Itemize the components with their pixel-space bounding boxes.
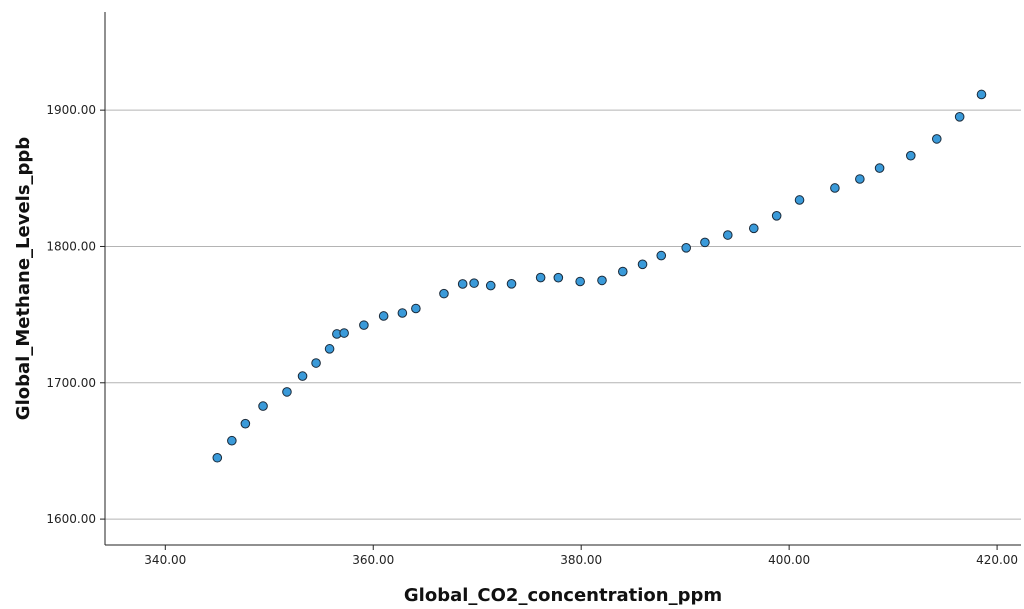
data-point-27	[700, 237, 710, 248]
y-tick-label-1: 1700.00	[46, 376, 96, 390]
data-point-13	[411, 303, 421, 314]
data-point-25	[656, 250, 667, 261]
data-point-38	[976, 89, 987, 100]
data-point-10	[359, 320, 369, 330]
data-point-32	[830, 183, 840, 193]
data-point-16	[469, 278, 479, 288]
data-point-6	[311, 358, 321, 368]
x-tick-label-1: 360.00	[352, 553, 394, 567]
x-tick-label-4: 420.00	[976, 553, 1018, 567]
data-point-21	[575, 276, 585, 287]
data-point-9	[339, 328, 349, 338]
data-point-12	[397, 308, 408, 318]
data-point-3	[258, 401, 268, 411]
data-point-17	[485, 280, 496, 291]
data-point-5	[297, 371, 308, 381]
data-points	[212, 89, 987, 463]
data-point-34	[874, 163, 885, 173]
tick-labels: 1600.00 1700.00 1800.00 1900.00 340.00 360.00…	[46, 103, 1018, 567]
data-point-35	[905, 150, 916, 161]
data-point-14	[439, 288, 449, 299]
data-point-26	[681, 243, 692, 253]
data-point-15	[457, 279, 468, 289]
data-point-11	[378, 311, 389, 321]
data-point-18	[506, 279, 517, 289]
data-point-22	[597, 275, 607, 286]
axes	[100, 12, 1021, 550]
grid-lines	[105, 109, 1021, 520]
y-axis-title: Global_Methane_Levels_ppb	[13, 137, 34, 420]
data-point-0	[212, 452, 223, 463]
data-point-31	[794, 195, 805, 205]
data-point-29	[748, 223, 759, 234]
data-point-23	[617, 266, 628, 277]
data-point-33	[855, 174, 865, 184]
data-point-30	[771, 210, 782, 221]
data-point-36	[931, 134, 942, 144]
y-tick-label-0: 1600.00	[46, 512, 96, 526]
data-point-2	[240, 418, 251, 429]
data-point-37	[954, 112, 965, 122]
x-axis-title: Global_CO2_concentration_ppm	[404, 585, 722, 606]
data-point-20	[553, 272, 564, 283]
x-tick-label-2: 380.00	[560, 553, 602, 567]
data-point-7	[324, 344, 335, 354]
data-point-1	[227, 435, 237, 446]
data-point-4	[282, 387, 292, 397]
data-point-28	[722, 230, 733, 240]
y-tick-label-2: 1800.00	[46, 239, 96, 253]
data-point-19	[535, 272, 546, 283]
x-tick-label-3: 400.00	[768, 553, 810, 567]
data-point-24	[637, 259, 648, 270]
y-tick-label-3: 1900.00	[46, 103, 96, 117]
x-tick-label-0: 340.00	[144, 553, 186, 567]
